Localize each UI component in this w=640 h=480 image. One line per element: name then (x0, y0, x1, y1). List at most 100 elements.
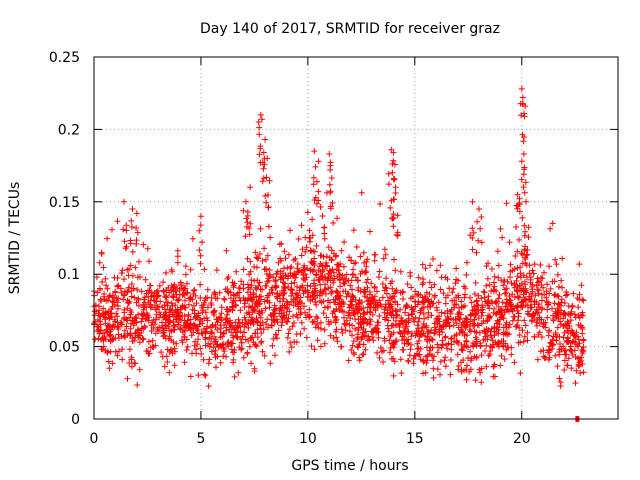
data-point (361, 309, 368, 316)
data-point (426, 347, 433, 354)
data-point (473, 342, 480, 349)
data-point (477, 369, 484, 376)
data-point (311, 290, 318, 297)
data-point (290, 313, 296, 320)
data-point (446, 323, 453, 330)
data-point (414, 340, 421, 347)
data-point (472, 279, 479, 286)
data-point (534, 286, 541, 293)
data-point (252, 249, 259, 256)
data-point (321, 235, 328, 242)
data-point (469, 246, 476, 253)
data-point (547, 285, 554, 292)
data-point (273, 316, 280, 323)
data-point (538, 334, 545, 340)
data-point (237, 297, 244, 304)
data-point (216, 314, 223, 321)
data-point (288, 344, 295, 351)
data-point (382, 301, 389, 308)
data-point (522, 256, 529, 263)
data-point (145, 338, 152, 345)
data-point (144, 245, 151, 252)
data-point (301, 303, 307, 310)
data-point (118, 270, 125, 276)
data-point (517, 370, 524, 377)
data-point (566, 323, 573, 329)
data-point (483, 282, 490, 289)
data-point (307, 235, 314, 242)
data-point (174, 247, 181, 254)
data-point (100, 313, 107, 320)
data-point (478, 379, 485, 386)
data-point (255, 310, 262, 317)
data-point (349, 342, 356, 349)
chart-title: Day 140 of 2017, SRMTID for receiver gra… (200, 21, 500, 37)
data-point (549, 346, 556, 352)
data-point (559, 255, 566, 262)
data-point (158, 349, 165, 356)
data-point (321, 326, 328, 333)
data-point (235, 324, 242, 331)
y-tick-label: 0.25 (49, 50, 80, 66)
data-point (549, 336, 556, 343)
data-point (147, 297, 154, 304)
data-point (291, 338, 298, 345)
data-point (211, 289, 218, 296)
data-point (495, 262, 502, 269)
data-point (356, 297, 363, 304)
data-point (412, 288, 419, 295)
data-point (520, 291, 527, 298)
data-point (404, 281, 411, 288)
data-point (557, 341, 563, 347)
data-point (532, 292, 539, 299)
data-point (545, 356, 552, 363)
data-point (471, 328, 478, 335)
data-point (285, 330, 292, 337)
data-point (428, 352, 435, 359)
data-point (333, 252, 340, 259)
data-point (398, 318, 405, 325)
data-point (500, 315, 507, 322)
data-point (492, 373, 498, 380)
data-point (483, 342, 490, 349)
data-point (201, 315, 208, 322)
data-point (104, 285, 111, 292)
data-point (296, 298, 303, 305)
data-point (377, 201, 383, 207)
data-point (424, 338, 431, 345)
data-point (266, 304, 273, 311)
data-point (389, 169, 396, 176)
data-point (458, 298, 465, 305)
data-point (261, 161, 268, 168)
data-point (317, 343, 324, 350)
data-point (277, 255, 284, 262)
data-point (382, 316, 388, 323)
data-point (511, 313, 518, 320)
data-point (360, 325, 367, 332)
data-point (405, 312, 412, 319)
data-point (499, 234, 506, 241)
data-point (430, 357, 436, 364)
data-point (260, 175, 267, 182)
data-point (519, 327, 526, 334)
data-point (470, 229, 477, 236)
data-point (237, 307, 244, 314)
data-point (195, 336, 201, 343)
data-point (525, 234, 532, 241)
data-point (374, 349, 381, 356)
data-point (323, 259, 330, 266)
data-point (526, 262, 533, 269)
data-point (422, 369, 429, 376)
data-point (334, 215, 341, 222)
data-point (546, 263, 553, 270)
data-point (524, 302, 531, 309)
data-point (506, 321, 513, 328)
data-point (153, 306, 160, 313)
data-point (213, 364, 219, 371)
data-point (350, 227, 357, 234)
data-point (558, 296, 565, 303)
data-point (291, 279, 298, 286)
data-point (463, 271, 470, 278)
data-point (242, 296, 249, 303)
data-point (516, 201, 523, 208)
